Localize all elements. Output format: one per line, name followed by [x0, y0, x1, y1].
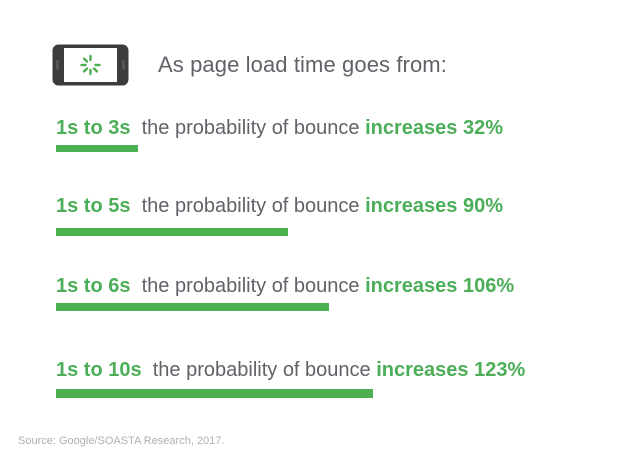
- time-range-label: 1s to 10s: [56, 359, 142, 381]
- bar-1s-to-10s: [56, 389, 373, 398]
- stat-description: the probability of bounce: [141, 117, 360, 139]
- time-range-label: 1s to 6s: [56, 275, 131, 297]
- page-title: As page load time goes from:: [158, 52, 447, 77]
- stat-description: the probability of bounce: [141, 195, 360, 217]
- stat-row-2: 1s to 5s the probability of bounce incre…: [56, 195, 503, 218]
- stat-description: the probability of bounce: [141, 275, 360, 297]
- time-range-label: 1s to 3s: [56, 117, 131, 139]
- stat-row-1: 1s to 3s the probability of bounce incre…: [56, 117, 503, 140]
- bar-1s-to-6s: [56, 303, 329, 311]
- stat-row-3: 1s to 6s the probability of bounce incre…: [56, 275, 514, 298]
- increase-value: increases 123%: [376, 359, 526, 381]
- stat-description: the probability of bounce: [152, 359, 371, 381]
- source-citation: Source: Google/SOASTA Research, 2017.: [18, 435, 225, 447]
- time-range-label: 1s to 5s: [56, 195, 131, 217]
- stat-row-4: 1s to 10s the probability of bounce incr…: [56, 359, 525, 382]
- increase-value: increases 90%: [365, 195, 503, 217]
- phone-loading-spinner-icon: [52, 44, 129, 86]
- increase-value: increases 106%: [365, 275, 515, 297]
- increase-value: increases 32%: [365, 117, 503, 139]
- bar-1s-to-5s: [56, 228, 288, 236]
- bar-1s-to-3s: [56, 145, 138, 152]
